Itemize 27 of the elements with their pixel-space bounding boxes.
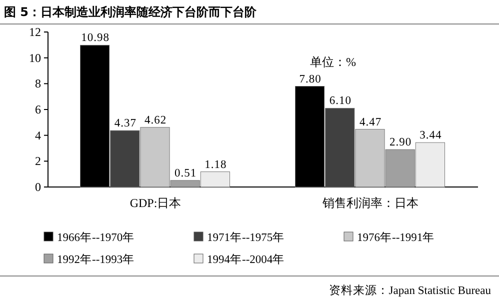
y-tick-label: 6 [35, 102, 41, 116]
legend-label: 1966年--1970年 [57, 231, 135, 244]
data-label: 4.47 [359, 116, 382, 128]
annotation: 单位：% [310, 55, 356, 69]
legend-label: 1971年--1975年 [207, 231, 285, 244]
y-tick-label: 2 [35, 154, 41, 168]
y-tick-label: 0 [35, 180, 41, 194]
x-tick-label: 销售利润率：日本 [322, 196, 418, 210]
x-tick-label: GDP:日本 [130, 196, 182, 210]
data-label: 4.37 [114, 118, 136, 130]
data-label: 7.80 [299, 73, 322, 86]
data-label: 2.90 [390, 136, 412, 149]
data-label: 6.10 [329, 95, 352, 108]
text: 资料来源：Japan Statistic Bureau [328, 284, 492, 297]
legend-label: 1976年--1991年 [357, 231, 435, 244]
y-tick-label: 10 [29, 50, 41, 65]
data-label: 10.98 [81, 32, 110, 44]
data-label: 3.44 [420, 130, 442, 142]
data-label: 4.62 [144, 114, 167, 126]
data-label: 0.51 [174, 167, 197, 180]
y-tick-label: 12 [29, 25, 41, 39]
data-label: 1.18 [204, 158, 227, 171]
y-tick-label: 8 [35, 76, 41, 91]
legend-label: 1994年--2004年 [207, 253, 285, 266]
legend-label: 1992年--1993年 [57, 253, 135, 266]
chart-title: 图 5：日本制造业利润率随经济下台阶而下台阶 [4, 5, 258, 19]
y-tick-label: 4 [35, 128, 41, 142]
